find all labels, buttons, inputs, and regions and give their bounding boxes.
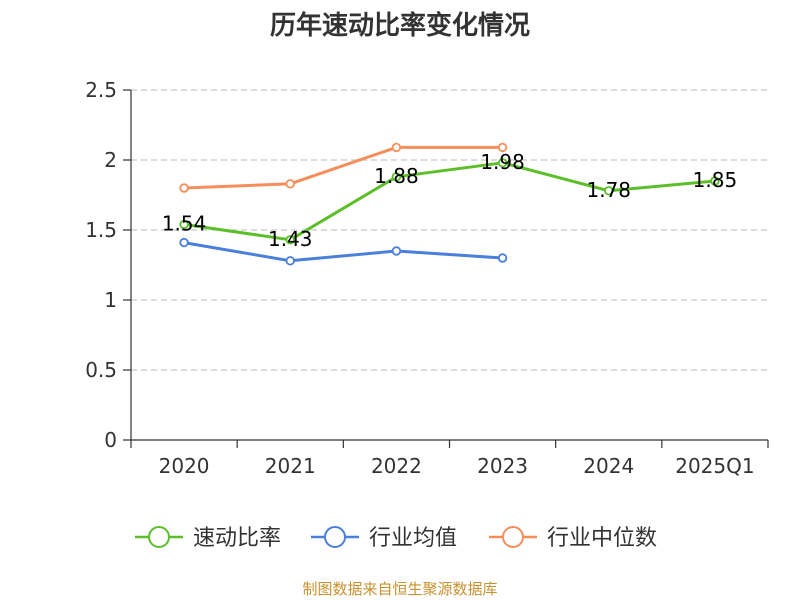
data-point xyxy=(391,142,402,153)
y-tick-label: 0.5 xyxy=(85,358,117,382)
data-point xyxy=(179,183,189,193)
y-tick-label: 2.5 xyxy=(85,78,117,102)
legend-marker xyxy=(148,526,170,548)
legend-item-1: 速动比率 xyxy=(135,526,281,551)
data-label: 1.54 xyxy=(162,211,207,235)
data-label: 1.78 xyxy=(586,178,631,202)
legend-marker xyxy=(324,526,346,548)
series-line xyxy=(184,145,503,190)
axes: 0 0.5 1 1.5 2 2.5 2020 2021 2022 2023 2024 2025Q1 xyxy=(85,78,769,478)
data-point xyxy=(497,142,508,153)
data-label: 1.98 xyxy=(480,150,525,174)
data-labels: 1.54 1.43 1.88 1.98 1.78 1.85 xyxy=(162,150,737,251)
x-tick-label: 2024 xyxy=(583,454,634,478)
x-tick-label: 2020 xyxy=(159,454,210,478)
data-label: 1.43 xyxy=(268,227,313,251)
y-tick-label: 2 xyxy=(104,148,117,172)
grid xyxy=(131,89,768,371)
source-note: 制图数据来自恒生聚源数据库 xyxy=(302,580,497,598)
legend-label: 速动比率 xyxy=(193,526,281,551)
chart-title: 历年速动比率变化情况 xyxy=(270,10,530,41)
x-tick-label: 2021 xyxy=(265,454,316,478)
data-point xyxy=(391,172,402,182)
y-tick-label: 0 xyxy=(104,428,117,452)
x-tick-label: 2025Q1 xyxy=(675,454,754,478)
y-tick-label: 1 xyxy=(104,288,117,312)
data-point xyxy=(497,253,508,263)
series-2 xyxy=(179,237,508,266)
data-label: 1.85 xyxy=(693,168,738,192)
data-point xyxy=(497,158,508,168)
legend-label: 行业中位数 xyxy=(547,526,657,551)
series-line xyxy=(183,241,503,263)
data-point xyxy=(285,179,295,189)
y-tick-label: 1.5 xyxy=(85,218,117,242)
legend-item-3: 行业中位数 xyxy=(489,526,657,551)
data-point xyxy=(285,256,295,266)
legend-item-2: 行业均值 xyxy=(311,526,457,551)
data-point xyxy=(179,237,189,248)
series-layer xyxy=(179,142,720,266)
x-tick-label: 2023 xyxy=(477,454,528,478)
data-point xyxy=(285,235,295,245)
data-point xyxy=(604,186,614,196)
series-line xyxy=(183,161,716,242)
data-point xyxy=(710,176,720,186)
data-point xyxy=(391,246,402,256)
series-1 xyxy=(179,158,720,245)
legend-marker xyxy=(502,526,524,548)
x-tick-label: 2022 xyxy=(371,454,422,478)
legend: 速动比率 行业均值 行业中位数 xyxy=(135,526,657,551)
series-3 xyxy=(179,142,508,193)
data-label: 1.88 xyxy=(374,164,419,188)
data-point xyxy=(179,219,189,230)
legend-label: 行业均值 xyxy=(369,526,457,551)
